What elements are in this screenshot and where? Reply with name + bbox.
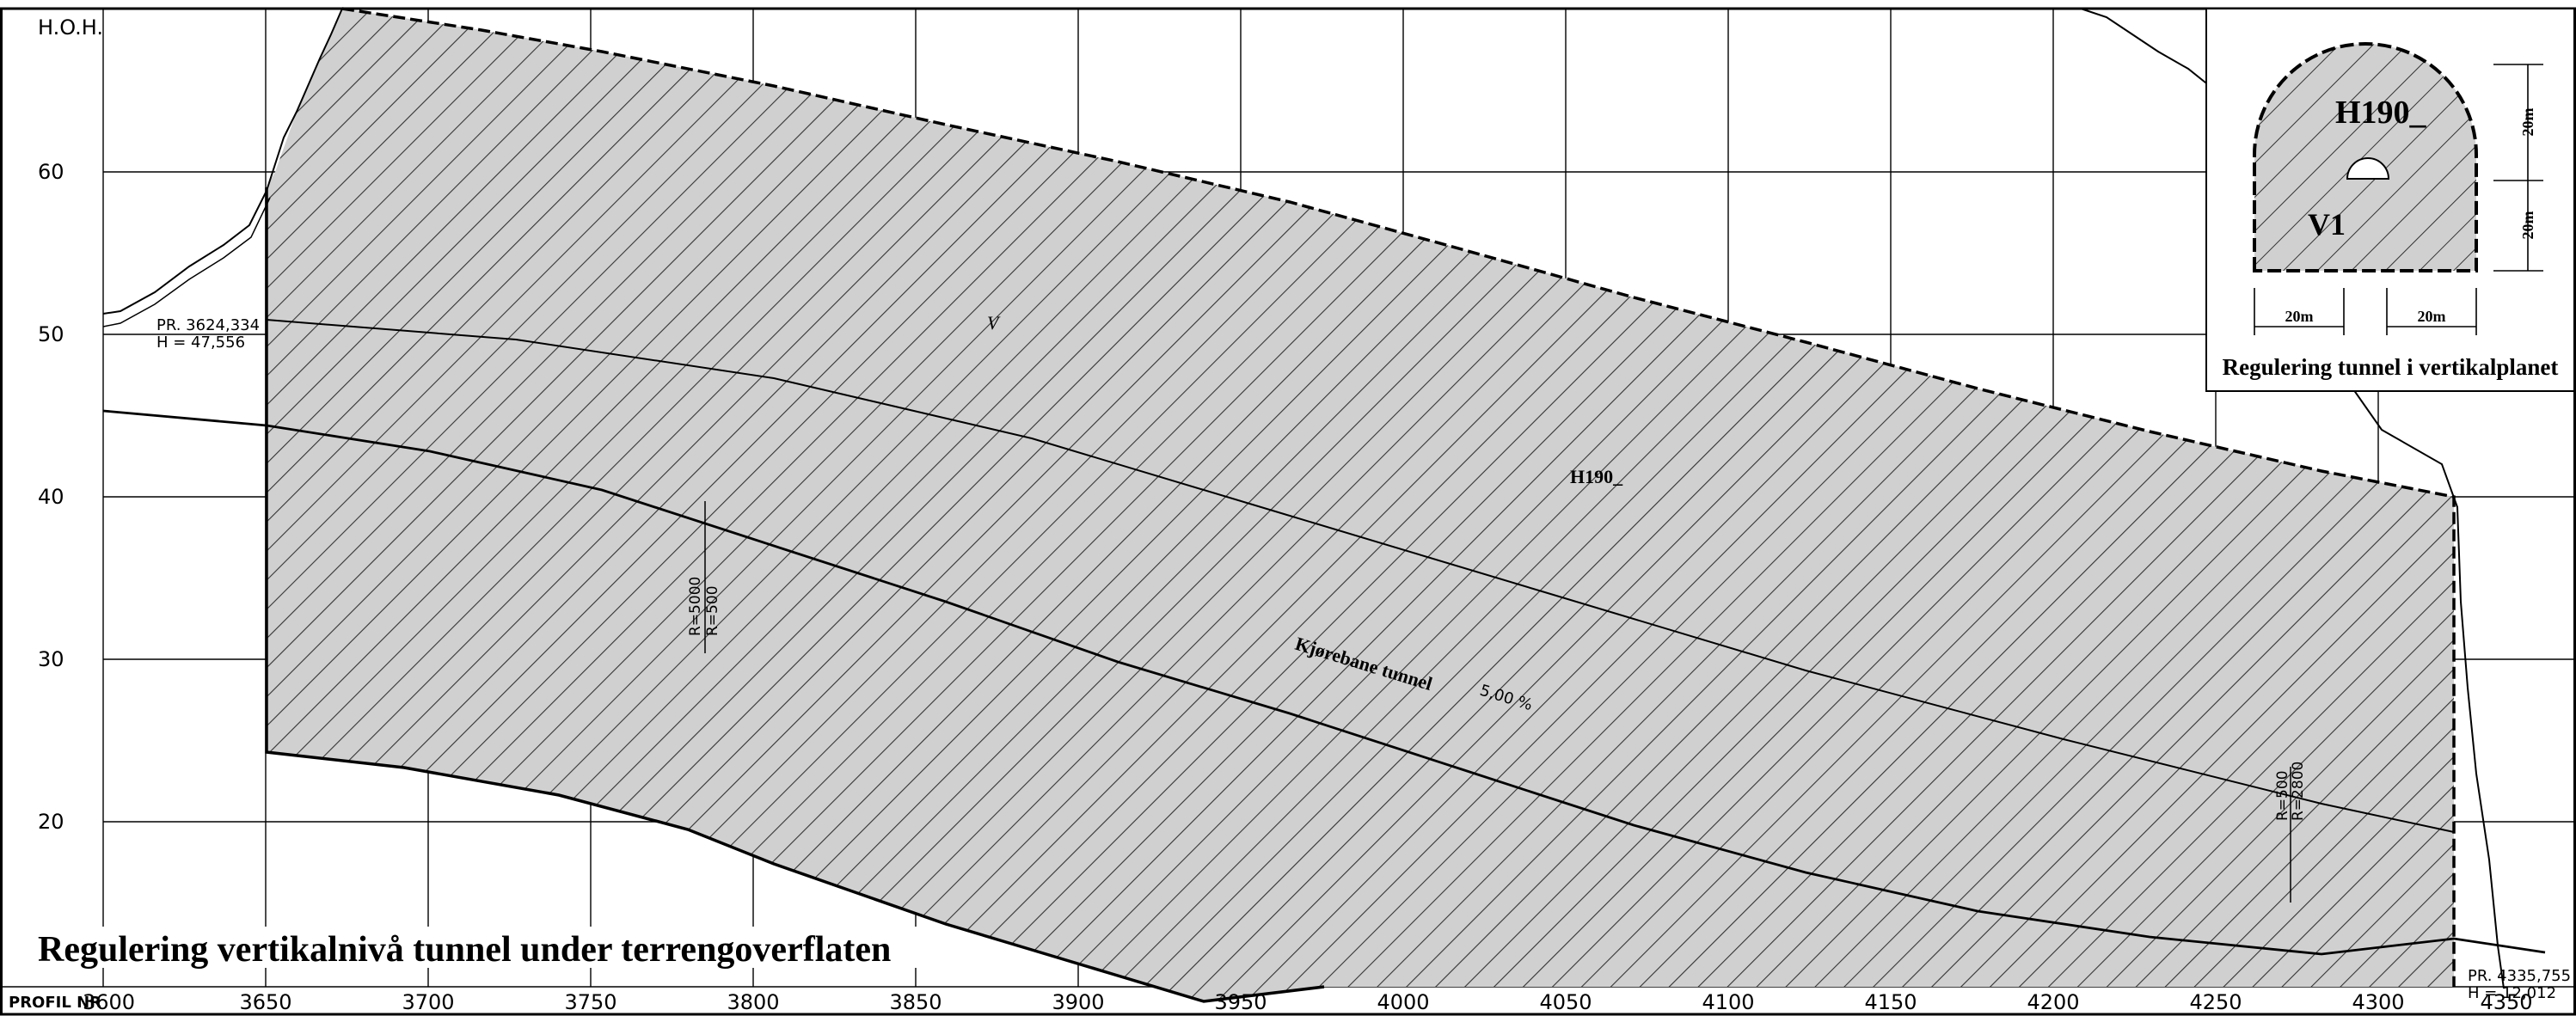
x-axis-labels: 3600 3650 3700 3750 3800 3850 3900 3950 4000 4050… [83, 990, 2533, 1014]
x-tick-label: 3600 [83, 990, 135, 1014]
radius-right-label-2: R=500 [2274, 770, 2291, 821]
y-axis-labels: 60 50 40 30 20 [38, 160, 64, 834]
x-tick-label: 3950 [1214, 990, 1267, 1014]
x-tick-label: 4000 [1377, 990, 1429, 1014]
x-tick-label: 4100 [1702, 990, 1754, 1014]
terrain-line-left-inner [102, 197, 271, 327]
y-tick-label: 20 [38, 810, 64, 834]
inset-small-semicircle [2346, 157, 2390, 180]
x-tick-label: 3900 [1052, 990, 1104, 1014]
x-tick-label: 4300 [2352, 990, 2404, 1014]
x-tick-label: 4150 [1864, 990, 1917, 1014]
tunnel-line [102, 409, 2546, 956]
x-tick-label: 3850 [889, 990, 941, 1014]
zone-label: H190_ [1570, 466, 1623, 487]
x-tick-label: 3650 [239, 990, 291, 1014]
title-backdrop [31, 927, 942, 968]
inset-zone-label: H190_ [2335, 95, 2427, 131]
y-tick-label: 40 [38, 485, 64, 509]
radius-right-label: R=2800 [2290, 762, 2307, 821]
x-tick-label: 3700 [402, 990, 454, 1014]
x-tick-label: 4200 [2027, 990, 2079, 1014]
drawing-frame [0, 7, 2576, 1016]
inset-caption: Regulering tunnel i vertikalplanet [2223, 354, 2559, 380]
start-station-label: PR. 3624,334 [156, 316, 260, 334]
regulated-tunnel-zone [267, 9, 2454, 1001]
end-height-label: H = 12,012 [2468, 984, 2556, 1002]
x-axis-title: PROFIL NR [9, 994, 101, 1012]
start-height-label: H = 47,556 [156, 334, 245, 352]
drawing-title: Regulering vertikalnivå tunnel under ter… [38, 930, 891, 970]
x-tick-label: 4250 [2189, 990, 2242, 1014]
v-label: V [987, 312, 1001, 334]
x-tick-label: 3750 [564, 990, 616, 1014]
terrain-line-left [102, 8, 343, 315]
inset-dim-bottom-left: 20m [2285, 308, 2314, 325]
radius-left-label-2: R=500 [704, 585, 721, 636]
zone-top-boundary [341, 7, 2456, 987]
inset-tunnel-section [2253, 42, 2478, 272]
y-tick-label: 60 [38, 160, 64, 184]
inset-dim-right: 20m [2519, 211, 2536, 240]
upper-alignment-line [266, 319, 2455, 833]
x-tick-label: 3800 [727, 990, 779, 1014]
x-tick-label: 4050 [1539, 990, 1592, 1014]
inset-dimensions [2254, 64, 2543, 335]
x-tick-label: 4350 [2480, 990, 2532, 1014]
inset-dim-top: 20m [2519, 108, 2536, 137]
y-axis-title: H.O.H. [38, 15, 103, 40]
y-tick-label: 30 [38, 647, 64, 671]
zone-bottom-boundary [265, 187, 1325, 1003]
y-tick-label: 50 [38, 322, 64, 346]
radius-left-label: R=5000 [687, 577, 704, 636]
inset-dim-bottom-right: 20m [2418, 308, 2446, 325]
inset-v-label: V1 [2308, 207, 2346, 242]
end-station-label: PR. 4335,755 [2468, 967, 2571, 985]
